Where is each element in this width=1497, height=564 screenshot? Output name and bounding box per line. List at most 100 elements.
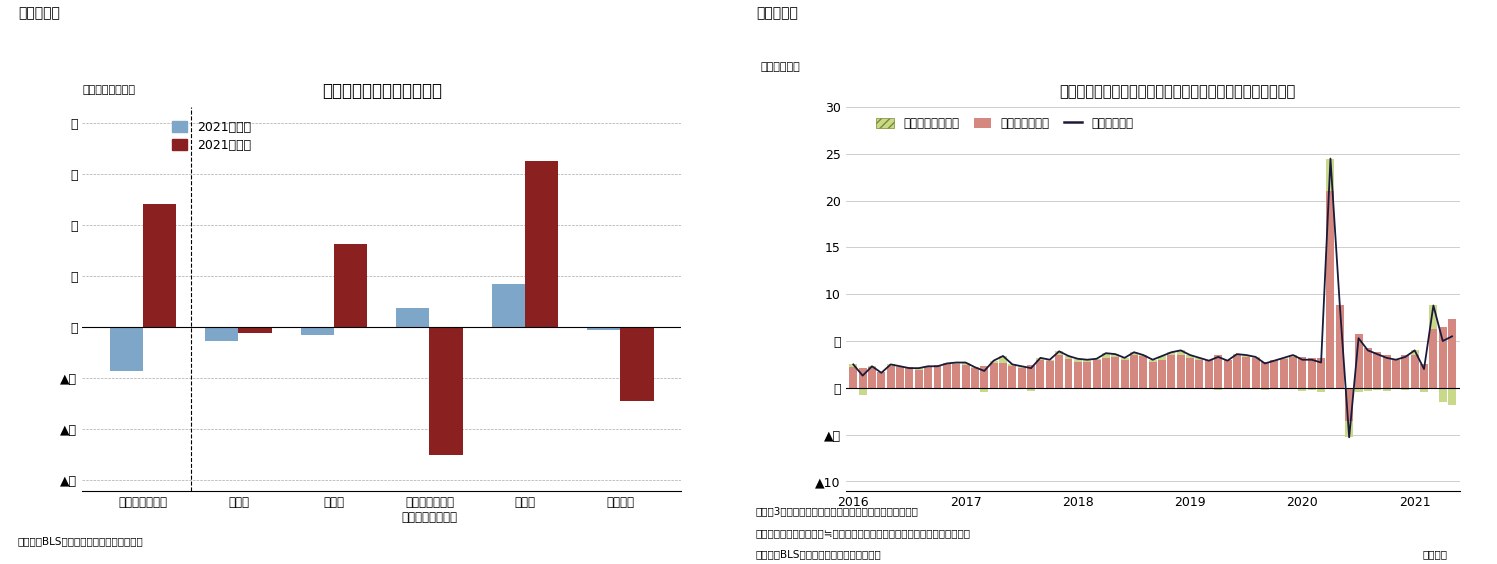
Bar bbox=[981, 388, 988, 393]
Bar bbox=[1439, 327, 1446, 388]
Bar bbox=[1111, 357, 1120, 388]
Bar bbox=[1177, 350, 1184, 355]
Bar bbox=[1392, 360, 1400, 388]
Bar bbox=[1298, 388, 1307, 391]
Bar bbox=[1159, 360, 1166, 388]
Bar bbox=[1027, 365, 1034, 388]
Bar bbox=[1364, 388, 1371, 391]
Bar bbox=[1271, 360, 1278, 388]
Bar bbox=[924, 366, 933, 367]
Bar bbox=[868, 366, 876, 367]
Bar bbox=[1289, 355, 1296, 357]
Bar bbox=[397, 308, 430, 327]
Legend: 週当たり労働時間, 時間当たり賃金, 週当たり賃金: 週当たり労働時間, 時間当たり賃金, 週当たり賃金 bbox=[876, 117, 1133, 130]
Bar bbox=[1168, 355, 1175, 388]
Bar bbox=[1430, 306, 1437, 329]
Bar bbox=[1298, 357, 1307, 388]
Bar bbox=[897, 366, 904, 367]
Bar bbox=[1355, 333, 1362, 388]
Bar bbox=[849, 367, 858, 388]
Bar bbox=[620, 327, 654, 401]
Bar bbox=[1009, 366, 1016, 388]
Bar bbox=[1289, 357, 1296, 388]
Bar bbox=[1383, 388, 1391, 391]
Bar bbox=[915, 368, 922, 370]
Bar bbox=[1084, 362, 1091, 388]
Bar bbox=[981, 366, 988, 388]
Bar bbox=[1251, 358, 1259, 388]
Bar bbox=[1448, 388, 1457, 404]
Bar bbox=[430, 327, 463, 455]
Bar bbox=[1139, 355, 1147, 356]
Bar bbox=[990, 360, 997, 363]
Text: 週当たり賃金伸び率≒週当たり労働時間伸び率＋時間当たり賃金伸び率: 週当たり賃金伸び率≒週当たり労働時間伸び率＋時間当たり賃金伸び率 bbox=[756, 528, 972, 538]
Bar bbox=[1317, 388, 1325, 393]
Bar bbox=[238, 327, 272, 333]
Bar bbox=[1186, 358, 1195, 388]
Bar bbox=[1093, 359, 1100, 360]
Title: 民間非農業部門の週当たり賃金伸び率（年率換算、寄与度）: 民間非農業部門の週当たり賃金伸び率（年率換算、寄与度） bbox=[1058, 84, 1295, 99]
Bar bbox=[1234, 355, 1241, 388]
Bar bbox=[1271, 388, 1278, 389]
Bar bbox=[990, 363, 997, 388]
Bar bbox=[1046, 360, 1054, 388]
Bar bbox=[877, 388, 885, 389]
Bar bbox=[1214, 388, 1222, 390]
Bar bbox=[1084, 360, 1091, 362]
Bar bbox=[1064, 359, 1072, 388]
Bar bbox=[1280, 358, 1287, 359]
Bar bbox=[897, 367, 904, 388]
Bar bbox=[1251, 357, 1259, 358]
Bar bbox=[1064, 356, 1072, 359]
Bar bbox=[906, 367, 913, 388]
Legend: 2021年４月, 2021年５月: 2021年４月, 2021年５月 bbox=[172, 121, 251, 152]
Bar bbox=[1223, 360, 1232, 388]
Text: （資料）BLSよりニッセイ基礎研究所作成: （資料）BLSよりニッセイ基礎研究所作成 bbox=[18, 536, 144, 547]
Bar bbox=[1401, 355, 1409, 388]
Title: 前月分・前々月分の改定幅: 前月分・前々月分の改定幅 bbox=[322, 82, 442, 100]
Bar bbox=[1326, 158, 1334, 191]
Bar bbox=[1121, 360, 1129, 388]
Bar bbox=[1421, 388, 1428, 393]
Bar bbox=[1410, 355, 1419, 388]
Bar bbox=[1401, 388, 1409, 390]
Bar bbox=[1430, 329, 1437, 388]
Bar bbox=[1280, 359, 1287, 388]
Bar bbox=[1009, 364, 1016, 366]
Bar bbox=[205, 327, 238, 341]
Bar bbox=[587, 327, 620, 329]
Bar bbox=[906, 388, 913, 389]
Bar bbox=[1196, 358, 1204, 360]
Bar bbox=[1421, 364, 1428, 388]
Bar bbox=[998, 356, 1007, 363]
Bar bbox=[491, 284, 525, 327]
Bar bbox=[1018, 366, 1025, 368]
Bar bbox=[952, 364, 960, 388]
Bar bbox=[1223, 388, 1232, 389]
Bar bbox=[1027, 388, 1034, 391]
Bar bbox=[1373, 388, 1382, 390]
Bar bbox=[1205, 388, 1213, 389]
Bar bbox=[1073, 359, 1082, 362]
Bar bbox=[943, 364, 951, 388]
Bar bbox=[1373, 352, 1382, 388]
Text: （資料）BLSよりニッセイ基礎研究所作成: （資料）BLSよりニッセイ基礎研究所作成 bbox=[756, 549, 882, 559]
Bar bbox=[1055, 355, 1063, 388]
Bar bbox=[301, 327, 334, 334]
Bar bbox=[886, 364, 895, 366]
Bar bbox=[952, 363, 960, 364]
Bar bbox=[1121, 358, 1129, 360]
Bar bbox=[1130, 355, 1138, 388]
Bar bbox=[1102, 353, 1109, 358]
Text: （前月差、万人）: （前月差、万人） bbox=[82, 85, 135, 95]
Bar bbox=[924, 367, 933, 388]
Bar bbox=[1410, 350, 1419, 355]
Text: （図表４）: （図表４） bbox=[756, 6, 798, 20]
Bar bbox=[998, 363, 1007, 388]
Bar bbox=[849, 364, 858, 367]
Bar bbox=[1196, 360, 1204, 388]
Bar bbox=[961, 363, 970, 365]
Bar bbox=[1177, 355, 1184, 388]
Bar bbox=[1036, 360, 1045, 388]
Bar bbox=[1214, 355, 1222, 388]
